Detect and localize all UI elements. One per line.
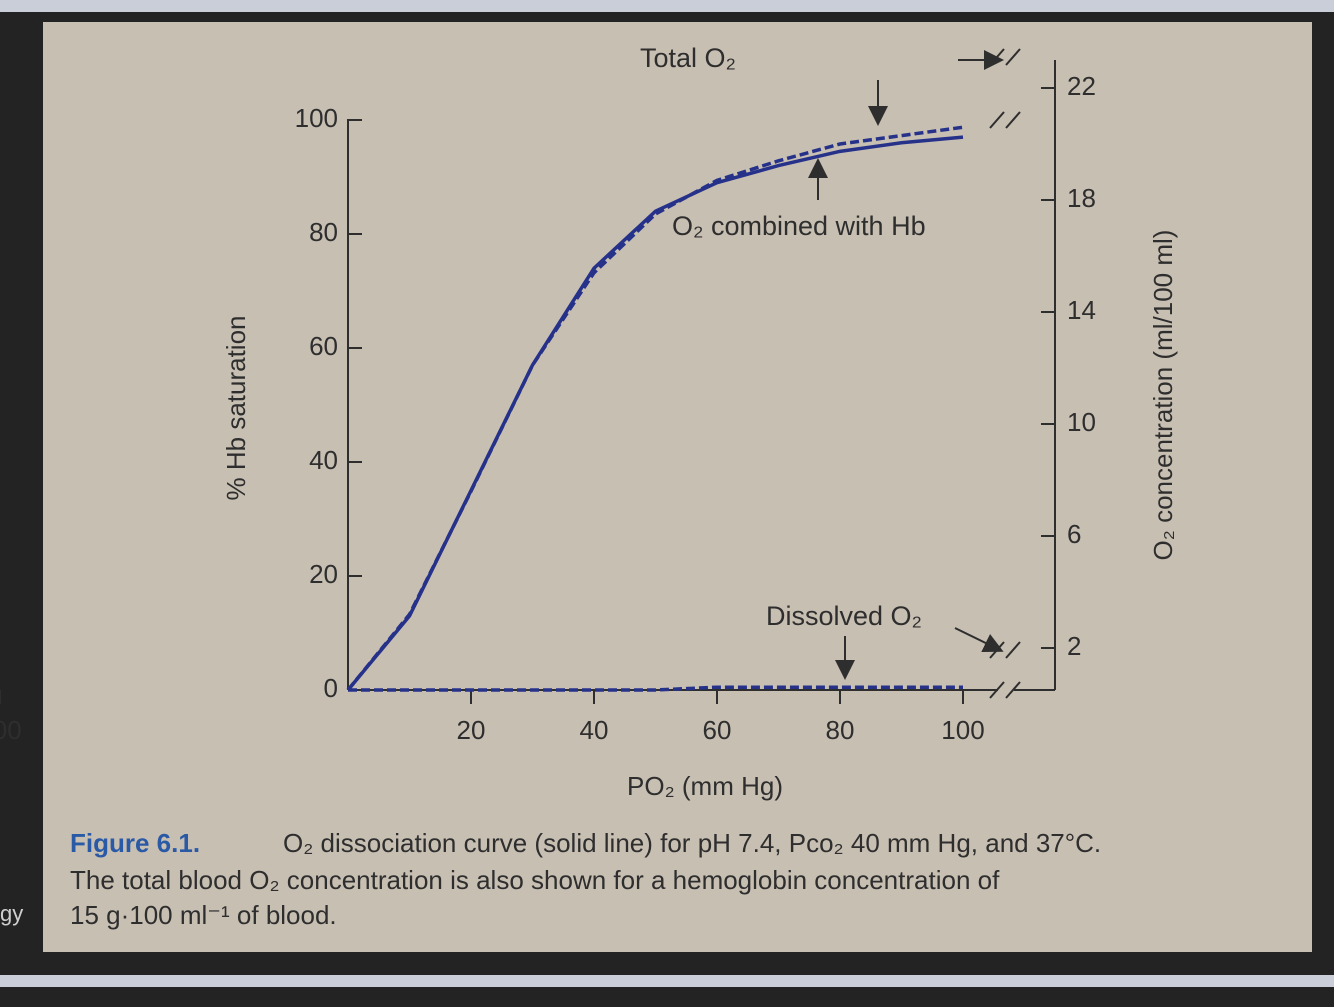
x-axis-label: PO₂ (mm Hg) xyxy=(627,771,783,801)
series-line xyxy=(346,125,964,692)
y2-tick-label: 6 xyxy=(1067,519,1081,549)
sidebar-text: gy xyxy=(0,901,23,926)
break-mark xyxy=(1005,641,1021,659)
top-bar xyxy=(0,0,1334,12)
y-tick-label: 0 xyxy=(324,673,338,703)
y2-tick-label: 10 xyxy=(1067,407,1096,437)
break-mark xyxy=(989,111,1005,129)
annotation: Total O₂ xyxy=(640,43,736,73)
y2-tick-label: 2 xyxy=(1067,631,1081,661)
caption-label: Figure 6.1. xyxy=(70,828,200,858)
y-tick-label: 80 xyxy=(309,217,338,247)
y2-tick-label: 22 xyxy=(1067,71,1096,101)
caption-line: The total blood O₂ concentration is also… xyxy=(70,865,1000,895)
y-tick-label: 40 xyxy=(309,445,338,475)
axis-break xyxy=(998,40,1014,700)
caption-line: O₂ dissociation curve (solid line) for p… xyxy=(283,828,1101,858)
break-mark xyxy=(989,681,1005,699)
caption-line: 15 g·100 ml⁻¹ of blood. xyxy=(70,900,337,930)
x-tick-label: 20 xyxy=(457,715,486,745)
break-mark xyxy=(1005,48,1021,66)
x-tick-label: 40 xyxy=(580,715,609,745)
x-tick-label: 100 xyxy=(941,715,984,745)
y2-tick-label: 18 xyxy=(1067,183,1096,213)
y2-axis-label: O₂ concentration (ml/100 ml) xyxy=(1148,230,1178,561)
bottom-bar xyxy=(0,975,1334,987)
series-line xyxy=(348,685,963,692)
x-tick-label: 80 xyxy=(826,715,855,745)
annotation: Dissolved O₂ xyxy=(766,601,922,631)
y-axis-label: % Hb saturation xyxy=(221,316,251,501)
y2-tick-label: 14 xyxy=(1067,295,1096,325)
y-tick-label: 60 xyxy=(309,331,338,361)
x-tick-label: 60 xyxy=(703,715,732,745)
annotation: O₂ combined with Hb xyxy=(672,211,926,241)
y-tick-label: 20 xyxy=(309,559,338,589)
plot: 0 20 40 60 80 100 2 6 10 14 18 22 20 40 60 80 100 600 xyxy=(0,40,1096,745)
y-tick-label: 100 xyxy=(295,103,338,133)
break-mark xyxy=(1005,111,1021,129)
break-mark xyxy=(1005,681,1021,699)
x-tick-label: 600 xyxy=(0,715,22,745)
arrows xyxy=(808,50,1004,680)
photo xyxy=(43,22,1312,952)
